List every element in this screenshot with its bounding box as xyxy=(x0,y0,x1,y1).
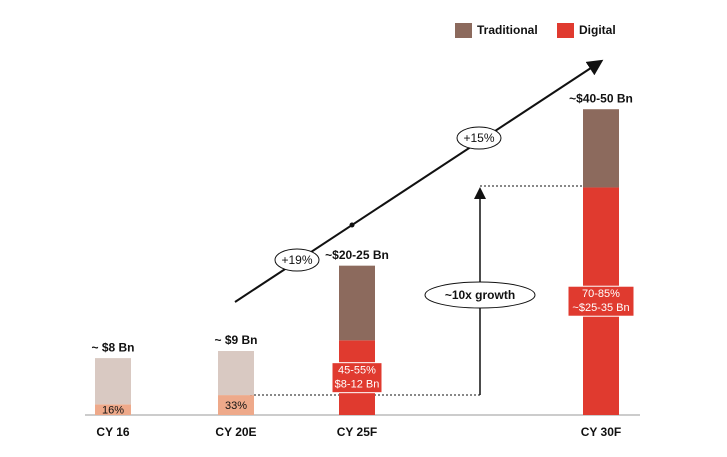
growth-label: +15% xyxy=(463,131,494,145)
legend-swatch xyxy=(557,23,574,38)
bar-segment xyxy=(583,109,619,188)
legend-label: Digital xyxy=(579,23,616,37)
total-label: ~ $9 Bn xyxy=(214,333,257,347)
arrow-dot xyxy=(349,222,355,228)
total-label: ~$40-50 Bn xyxy=(569,91,633,105)
total-label: ~ $8 Bn xyxy=(91,340,134,354)
digital-label: $8-12 Bn xyxy=(335,379,380,391)
legend-label: Traditional xyxy=(477,23,538,37)
digital-label: 33% xyxy=(225,400,247,412)
bar-segment xyxy=(95,358,131,405)
digital-label: 45-55% xyxy=(338,365,376,377)
x-tick-label: CY 30F xyxy=(581,425,621,439)
x-tick-label: CY 16 xyxy=(96,425,129,439)
growth-label: +19% xyxy=(281,253,312,267)
label-ellipse xyxy=(274,248,320,272)
x-tick-label: CY 20E xyxy=(215,425,256,439)
bar-segment xyxy=(95,404,131,415)
label-box xyxy=(331,362,383,394)
digital-label: 70-85% xyxy=(582,288,620,300)
bar-segment xyxy=(218,351,254,396)
bar-segment xyxy=(339,265,375,341)
digital-label: 16% xyxy=(102,405,124,417)
label-box xyxy=(567,285,635,317)
legend-swatch xyxy=(455,23,472,38)
label-ellipse xyxy=(424,281,536,309)
x-tick-label: CY 25F xyxy=(337,425,377,439)
total-label: ~$20-25 Bn xyxy=(325,248,389,262)
label-ellipse xyxy=(456,126,502,150)
multiple-label: ~10x growth xyxy=(445,288,515,302)
bar-segment xyxy=(218,395,254,415)
digital-label: ~$25-35 Bn xyxy=(572,302,629,314)
